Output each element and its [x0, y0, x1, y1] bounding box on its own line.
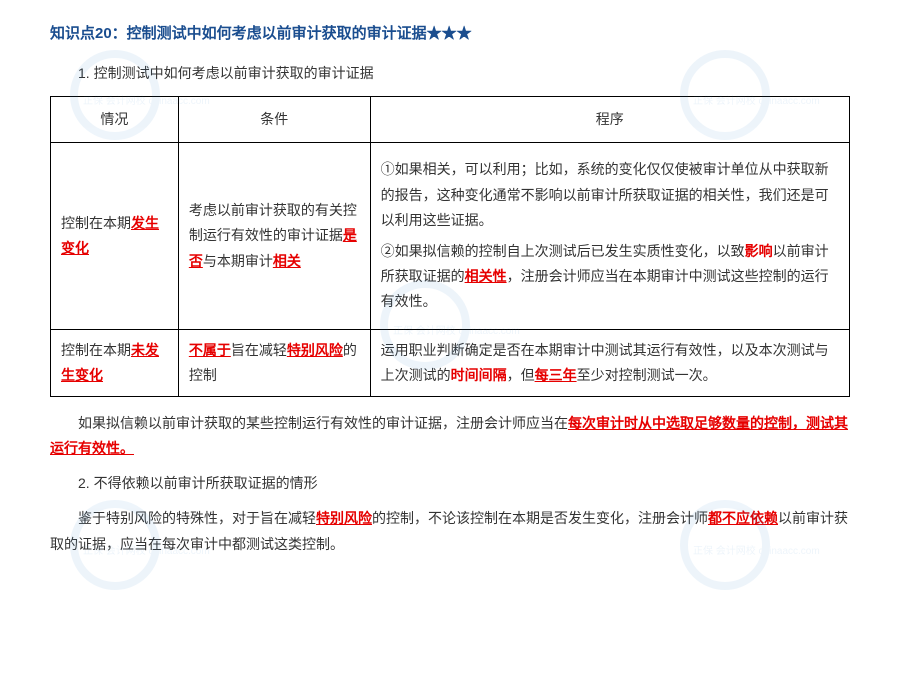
text: 至少对控制测试一次。	[577, 367, 717, 383]
header-procedure: 程序	[370, 97, 849, 143]
table-row: 控制在本期未发生变化 不属于旨在减轻特别风险的控制 运用职业判断确定是否在本期审…	[51, 329, 850, 396]
cell-condition-1: 考虑以前审计获取的有关控制运行有效性的审计证据是否与本期审计相关	[178, 143, 370, 329]
text: ，但	[507, 367, 535, 383]
highlight-text: 都不应依赖	[708, 510, 778, 526]
highlight-text: 特别风险	[316, 510, 372, 526]
subtitle-1: 1. 控制测试中如何考虑以前审计获取的审计证据	[50, 61, 850, 86]
highlight-text: 不属于	[189, 342, 231, 358]
text: 如果拟信赖以前审计获取的某些控制运行有效性的审计证据，注册会计师应当在	[78, 415, 568, 431]
procedure-item-1: ①如果相关，可以利用；比如，系统的变化仅仅使被审计单位从中获取新的报告，这种变化…	[381, 157, 839, 233]
highlight-text: 相关性	[465, 268, 507, 284]
text: 旨在减轻	[231, 342, 287, 358]
header-situation: 情况	[51, 97, 179, 143]
paragraph-1: 如果拟信赖以前审计获取的某些控制运行有效性的审计证据，注册会计师应当在每次审计时…	[50, 411, 850, 461]
text: 与本期审计	[203, 253, 273, 269]
text: 鉴于特别风险的特殊性，对于旨在减轻	[78, 510, 316, 526]
page-title: 知识点20：控制测试中如何考虑以前审计获取的审计证据★★★	[50, 20, 850, 47]
text: 控制在本期	[61, 215, 131, 231]
table-row: 控制在本期发生变化 考虑以前审计获取的有关控制运行有效性的审计证据是否与本期审计…	[51, 143, 850, 329]
highlight-text: 影响	[745, 243, 773, 259]
cell-procedure-2: 运用职业判断确定是否在本期审计中测试其运行有效性，以及本次测试与上次测试的时间间…	[370, 329, 849, 396]
cell-condition-2: 不属于旨在减轻特别风险的控制	[178, 329, 370, 396]
cell-situation-2: 控制在本期未发生变化	[51, 329, 179, 396]
highlight-text: 相关	[273, 253, 301, 269]
highlight-text: 每三年	[535, 367, 577, 383]
header-condition: 条件	[178, 97, 370, 143]
cell-situation-1: 控制在本期发生变化	[51, 143, 179, 329]
content-table: 情况 条件 程序 控制在本期发生变化 考虑以前审计获取的有关控制运行有效性的审计…	[50, 96, 850, 397]
text: 控制在本期	[61, 342, 131, 358]
cell-procedure-1: ①如果相关，可以利用；比如，系统的变化仅仅使被审计单位从中获取新的报告，这种变化…	[370, 143, 849, 329]
highlight-text: 时间间隔	[451, 367, 507, 383]
text: 考虑以前审计获取的有关控制运行有效性的审计证据	[189, 202, 357, 243]
procedure-item-2: ②如果拟信赖的控制自上次测试后已发生实质性变化，以致影响以前审计所获取证据的相关…	[381, 239, 839, 315]
subtitle-2: 2. 不得依赖以前审计所获取证据的情形	[50, 471, 850, 496]
table-header-row: 情况 条件 程序	[51, 97, 850, 143]
text: ②如果拟信赖的控制自上次测试后已发生实质性变化，以致	[381, 243, 745, 259]
highlight-text: 特别风险	[287, 342, 343, 358]
text: 的控制，不论该控制在本期是否发生变化，注册会计师	[372, 510, 708, 526]
paragraph-2: 鉴于特别风险的特殊性，对于旨在减轻特别风险的控制，不论该控制在本期是否发生变化，…	[50, 506, 850, 556]
